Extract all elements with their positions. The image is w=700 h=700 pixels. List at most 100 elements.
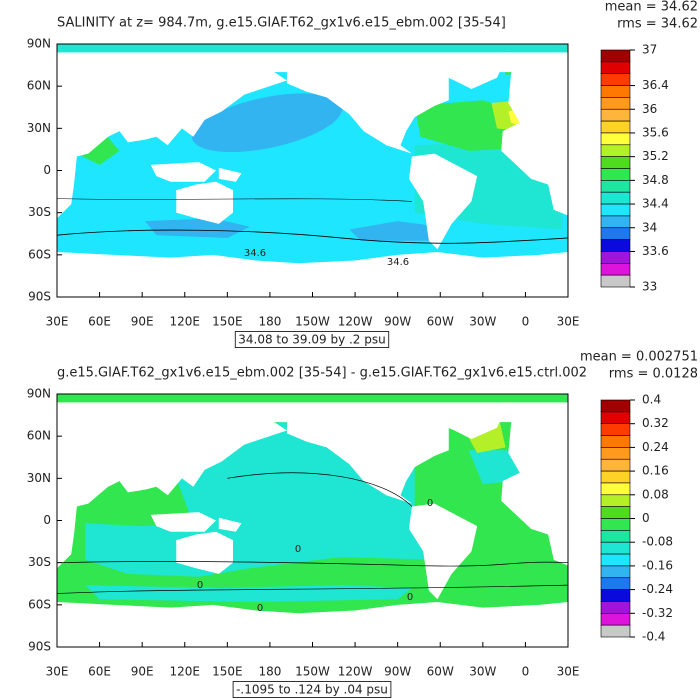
colorbar-box xyxy=(600,494,631,507)
y-tick-label: 90N xyxy=(27,37,51,51)
y-tick-label: 0 xyxy=(43,513,51,527)
colorbar-box xyxy=(600,553,631,567)
y-tick-label: 90N xyxy=(27,387,51,401)
colorbar-box xyxy=(600,73,631,86)
x-tick-label: 120W xyxy=(338,665,373,679)
colorbar-label: 36.4 xyxy=(642,78,669,92)
colorbar-label: 35.2 xyxy=(642,149,669,163)
y-tick-label: 0 xyxy=(43,163,51,177)
x-tick-label: 30W xyxy=(469,315,496,329)
colorbar-box xyxy=(600,180,631,193)
contour-label: 0 xyxy=(295,544,301,555)
x-tick-label: 30W xyxy=(469,665,496,679)
colorbar-label: 0.24 xyxy=(642,440,669,454)
colorbar-box xyxy=(600,470,631,484)
colorbar-box xyxy=(600,203,631,217)
colorbar-label: 33.6 xyxy=(642,244,669,258)
colorbar-label: 34 xyxy=(642,220,657,234)
x-tick-label: 90W xyxy=(384,315,411,329)
colorbar-box xyxy=(600,191,631,205)
colorbar-box xyxy=(600,132,631,146)
mean-label: mean = 0.002751 xyxy=(580,350,698,365)
contour-label: 0 xyxy=(257,603,263,614)
y-tick-label: 30N xyxy=(27,121,51,135)
colorbar-box xyxy=(600,239,631,252)
x-tick-label: 30E xyxy=(46,665,69,679)
colorbar-box xyxy=(600,458,631,472)
x-tick-label: 30E xyxy=(557,315,580,329)
colorbar-label: -0.08 xyxy=(642,535,673,549)
x-tick-label: 30E xyxy=(557,665,580,679)
y-tick-label: 30S xyxy=(28,555,51,569)
x-tick-label: 90E xyxy=(131,665,154,679)
x-tick-label: 90W xyxy=(384,665,411,679)
y-tick-label: 60N xyxy=(27,79,51,93)
x-tick-label: 60E xyxy=(88,665,111,679)
colorbar-label: 33 xyxy=(642,280,657,294)
colorbar-box xyxy=(600,577,631,590)
colorbar-label: 34.8 xyxy=(642,173,669,187)
colorbar-label: 34.4 xyxy=(642,197,669,211)
colorbar-label: 0.16 xyxy=(642,464,669,478)
colorbar-label: -0.32 xyxy=(642,606,673,620)
y-tick-label: 90S xyxy=(28,640,51,654)
contour-label: 34.6 xyxy=(244,248,266,259)
range-note: -.1095 to .124 by .04 psu xyxy=(236,683,388,697)
colorbar-label: 0 xyxy=(642,511,650,525)
x-tick-label: 0 xyxy=(522,665,530,679)
colorbar-label: 0.4 xyxy=(642,393,661,407)
colorbar-box xyxy=(600,601,631,614)
x-tick-label: 60W xyxy=(427,315,454,329)
colorbar-box xyxy=(600,624,631,638)
colorbar-label: 0.32 xyxy=(642,416,669,430)
colorbar-box xyxy=(600,423,631,436)
contour-label: 0 xyxy=(407,592,413,603)
colorbar-box xyxy=(600,274,631,288)
x-tick-label: 120W xyxy=(338,315,373,329)
x-tick-label: 150W xyxy=(295,665,330,679)
colorbar-box xyxy=(600,97,631,110)
colorbar-box xyxy=(600,156,631,169)
colorbar-box xyxy=(600,227,631,240)
y-tick-label: 30N xyxy=(27,471,51,485)
colorbar-box xyxy=(600,120,631,134)
y-tick-label: 90S xyxy=(28,290,51,304)
colorbar-box xyxy=(600,435,631,448)
x-tick-label: 150W xyxy=(295,315,330,329)
colorbar-box xyxy=(600,108,631,122)
colorbar-box xyxy=(600,530,631,543)
map-panel xyxy=(56,394,569,648)
x-tick-label: 60W xyxy=(427,665,454,679)
colorbar-box xyxy=(600,399,631,413)
x-tick-label: 120E xyxy=(170,315,201,329)
colorbar-box xyxy=(600,61,631,74)
colorbar-box xyxy=(600,251,631,264)
rms-label: rms = 34.62 xyxy=(617,17,698,32)
colorbar-label: -0.24 xyxy=(642,582,673,596)
x-tick-label: 150E xyxy=(212,315,243,329)
colorbar-label: 36 xyxy=(642,102,657,116)
x-tick-label: 90E xyxy=(131,315,154,329)
x-tick-label: 180 xyxy=(258,315,281,329)
x-tick-label: 120E xyxy=(170,665,201,679)
colorbar-box xyxy=(600,411,631,425)
contour-label: 0 xyxy=(427,498,433,509)
colorbar-box xyxy=(600,215,631,229)
x-tick-label: 150E xyxy=(212,665,243,679)
contour-label: 0 xyxy=(197,580,203,591)
colorbar-label: 35.6 xyxy=(642,125,669,139)
range-note-box xyxy=(234,331,390,348)
colorbar-box xyxy=(600,447,631,460)
colorbar-box xyxy=(600,85,631,98)
map-panel xyxy=(56,44,569,298)
panel-title: g.e15.GIAF.T62_gx1v6.e15_ebm.002 [35-54]… xyxy=(57,366,587,381)
x-tick-label: 180 xyxy=(258,665,281,679)
colorbar-label: 0.08 xyxy=(642,487,669,501)
y-tick-label: 60S xyxy=(28,597,51,611)
colorbar-box xyxy=(600,482,631,496)
x-tick-label: 30E xyxy=(46,315,69,329)
colorbar-label: -0.4 xyxy=(642,630,665,644)
mean-label: mean = 34.62 xyxy=(605,0,698,15)
